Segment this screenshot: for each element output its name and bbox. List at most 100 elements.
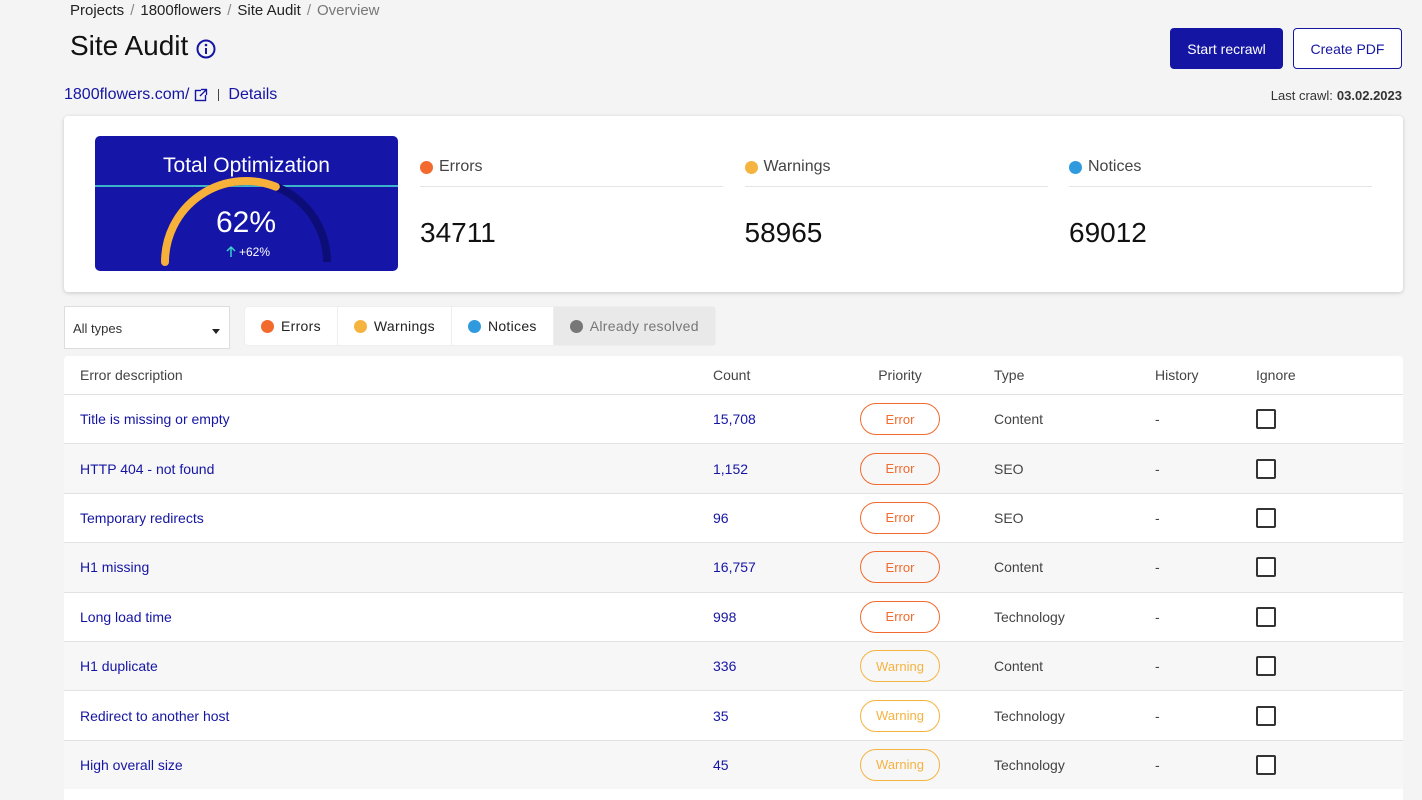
select-value: All types: [73, 321, 123, 336]
stat-label: Errors: [420, 156, 723, 178]
table-row: High overall size 45 Warning Technology -: [64, 739, 1403, 790]
column-header: Priority: [878, 367, 922, 383]
priority-badge: Error: [860, 403, 940, 436]
column-header: Error description: [80, 367, 183, 383]
filter-chip[interactable]: Already resolved: [553, 307, 715, 345]
issue-description[interactable]: Temporary redirects: [80, 509, 204, 526]
table-row: H1 duplicate 336 Warning Content -: [64, 641, 1403, 691]
filter-chip[interactable]: Errors: [245, 307, 338, 345]
ignore-checkbox[interactable]: [1256, 754, 1276, 775]
issue-type: Technology: [994, 707, 1065, 724]
up-arrow: [226, 245, 236, 257]
divider: [1069, 186, 1372, 187]
stat: Warnings 58965: [744, 156, 1048, 249]
issue-type: SEO: [994, 509, 1024, 526]
issue-description[interactable]: Title is missing or empty: [80, 411, 230, 428]
table-row: Temporary redirects 96 Error SEO -: [64, 492, 1403, 542]
priority-badge: Warning: [860, 748, 940, 781]
filter-chip[interactable]: Warnings: [338, 307, 452, 345]
history: -: [1155, 460, 1160, 477]
history: -: [1155, 707, 1160, 724]
issue-description[interactable]: H1 duplicate: [80, 658, 158, 675]
history: -: [1155, 608, 1160, 625]
ignore-checkbox[interactable]: [1256, 705, 1276, 726]
chip-dot: [569, 319, 583, 333]
stat-label: Warnings: [744, 156, 1048, 178]
info-icon[interactable]: [196, 39, 216, 59]
filter-chip[interactable]: Notices: [452, 307, 554, 345]
issue-description[interactable]: Long load time: [80, 608, 172, 625]
last-crawl-date: 03.02.2023: [1336, 88, 1402, 103]
priority-badge: Warning: [860, 699, 940, 732]
breadcrumb-item[interactable]: Site Audit: [221, 2, 300, 19]
issue-count: 16,757: [713, 559, 756, 576]
ignore-checkbox[interactable]: [1256, 606, 1276, 627]
stat-name: Errors: [439, 158, 483, 175]
history: -: [1155, 509, 1160, 526]
issue-description[interactable]: HTTP 404 - not found: [80, 460, 215, 477]
gauge-arc: [161, 177, 280, 266]
history: -: [1155, 559, 1160, 576]
breadcrumb: Projects1800flowersSite AuditOverview: [70, 2, 380, 19]
ignore-checkbox[interactable]: [1256, 557, 1276, 578]
type-select[interactable]: All types: [64, 306, 230, 349]
score-change: +62%: [239, 245, 270, 259]
summary-card: Total Optimization 62% +62% Errors 34711 W…: [64, 116, 1403, 292]
chip-label: Warnings: [373, 318, 435, 334]
stat-label: Notices: [1069, 156, 1372, 178]
chip-dot: [261, 319, 274, 333]
priority-badge: Error: [860, 551, 940, 584]
issue-count: 45: [713, 756, 729, 773]
issue-count: 35: [713, 707, 729, 724]
issue-description[interactable]: Redirect to another host: [80, 707, 230, 724]
external-link-icon[interactable]: [194, 88, 209, 102]
ignore-checkbox[interactable]: [1256, 458, 1276, 479]
issue-description[interactable]: H1 missing: [80, 559, 150, 576]
table-row: Long load time 998 Error Technology -: [64, 591, 1403, 641]
gauge: 62% +62%: [161, 177, 331, 266]
table-row: HTTP 404 - not found 1,152 Error SEO -: [64, 443, 1403, 493]
chip-label: Errors: [281, 318, 321, 334]
optimization-title: Total Optimization: [163, 154, 330, 177]
priority-badge: Error: [860, 452, 940, 485]
score: 62%: [216, 206, 276, 239]
table-row: Redirect to another host 35 Warning Technol…: [64, 690, 1403, 739]
ignore-checkbox[interactable]: [1256, 507, 1276, 528]
chip-label: Notices: [487, 318, 537, 334]
stat-value: 58965: [744, 217, 823, 248]
stat-dot: [1069, 160, 1082, 174]
column-header: Count: [713, 367, 751, 383]
issue-type: SEO: [994, 460, 1024, 477]
breadcrumb-item[interactable]: 1800flowers: [124, 2, 221, 19]
ignore-checkbox[interactable]: [1256, 656, 1276, 677]
history: -: [1155, 411, 1160, 428]
issue-count: 1,152: [713, 460, 749, 477]
table-row: H1 missing 16,757 Error Content -: [64, 542, 1403, 592]
site-row: 1800flowers.com/ Details: [64, 86, 277, 104]
start-recrawl-button[interactable]: Start recrawl: [1170, 28, 1283, 69]
optimization-box: Total Optimization 62% +62%: [95, 136, 398, 271]
column-header: History: [1155, 367, 1199, 383]
issue-description[interactable]: High overall size: [80, 756, 183, 773]
breadcrumb-item[interactable]: Projects: [70, 2, 125, 19]
last-crawl: Last crawl: 03.02.2023: [1271, 88, 1402, 103]
page-title: Site Audit: [70, 30, 189, 61]
chip-dot: [467, 319, 481, 333]
issue-count: 336: [713, 658, 737, 675]
table-header: Error description Count Priority Type Histor…: [64, 356, 1403, 394]
stat-name: Warnings: [763, 158, 831, 175]
issue-type: Content: [994, 559, 1044, 576]
divider: [420, 186, 723, 187]
ignore-checkbox[interactable]: [1256, 409, 1276, 430]
filter-chips: Errors Warnings Notices Already resolved: [245, 307, 715, 345]
history: -: [1155, 658, 1160, 675]
chip-label: Already resolved: [589, 318, 699, 334]
site-url[interactable]: 1800flowers.com/: [64, 86, 190, 103]
create-pdf-button[interactable]: Create PDF: [1293, 28, 1402, 69]
issue-type: Technology: [994, 608, 1065, 625]
details-link[interactable]: Details: [228, 86, 278, 103]
table-row: Title is missing or empty 15,708 Error Cont…: [64, 394, 1403, 443]
breadcrumb-item[interactable]: Overview: [301, 2, 380, 19]
